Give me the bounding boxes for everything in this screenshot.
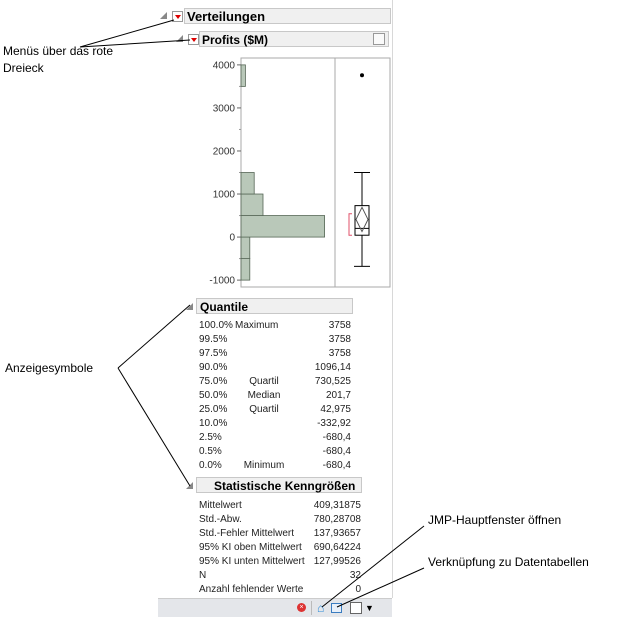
quantile-value: 3758 — [328, 334, 351, 345]
quantile-percent: 25.0% — [199, 404, 228, 415]
stat-label: 95% KI oben Mittelwert — [199, 542, 302, 553]
quantile-value: -680,4 — [322, 446, 351, 457]
stat-label: Std.-Fehler Mittelwert — [199, 528, 295, 539]
stats-header[interactable]: Statistische Kenngrößen — [196, 477, 362, 493]
histogram-bar — [240, 172, 255, 195]
annotation-home: JMP-Hauptfenster öffnen — [428, 513, 562, 527]
quantile-percent: 75.0% — [199, 376, 228, 387]
chevron-down-icon[interactable]: ▼ — [365, 603, 374, 613]
annotation-menus: Menüs über das rote — [3, 44, 114, 58]
divider — [311, 601, 312, 615]
quantile-value: 201,7 — [325, 390, 351, 401]
y-tick-label: -1000 — [209, 276, 235, 287]
stat-label: 95% KI unten Mittelwert — [199, 556, 305, 567]
home-icon[interactable]: ⌂ — [317, 601, 325, 615]
quantile-value: 730,525 — [314, 376, 351, 387]
quantile-percent: 10.0% — [199, 418, 228, 429]
y-tick-label: 4000 — [213, 60, 236, 71]
quantile-value: -332,92 — [317, 418, 351, 429]
annotation-display: Anzeigesymbole — [5, 361, 94, 375]
distribution-chart: 4000 3000 2000 1000 0 -1000 — [209, 57, 391, 288]
mean-diamond — [355, 206, 369, 233]
stat-label: Anzahl fehlender Werte — [199, 584, 304, 595]
quantile-value: 3758 — [328, 320, 351, 331]
stat-value: 690,64224 — [313, 542, 361, 553]
histogram-bar — [240, 215, 325, 238]
disclosure-icon[interactable] — [176, 35, 183, 42]
y-tick-label: 0 — [229, 233, 235, 244]
quantile-percent: 0.5% — [199, 446, 222, 457]
quantile-label: Maximum — [235, 320, 279, 331]
quantile-value: 1096,14 — [314, 362, 351, 373]
quantiles-header[interactable]: Quantile — [196, 298, 353, 314]
annotation-link: Verknüpfung zu Datentabellen — [428, 555, 589, 569]
data-table-icon[interactable] — [331, 603, 342, 613]
stat-value: 127,99526 — [313, 556, 361, 567]
disclosure-icon[interactable] — [186, 303, 193, 310]
stat-value: 32 — [349, 570, 361, 581]
quantile-percent: 97.5% — [199, 348, 228, 359]
quantile-percent: 100.0% — [199, 320, 233, 331]
variable-header[interactable]: Profits ($M) — [199, 31, 389, 47]
quantile-value: -680,4 — [322, 432, 351, 443]
quantile-value: -680,4 — [322, 460, 351, 471]
y-tick-label: 2000 — [213, 146, 236, 157]
histogram-frame — [240, 57, 336, 288]
stat-value: 0 — [355, 584, 361, 595]
quantile-percent: 50.0% — [199, 390, 228, 401]
stat-label: Mittelwert — [199, 500, 242, 511]
stat-value: 409,31875 — [313, 500, 361, 511]
quantile-value: 3758 — [328, 348, 351, 359]
histogram-bar — [240, 64, 246, 87]
quantile-value: 42,975 — [320, 404, 351, 415]
y-tick-label: 1000 — [213, 190, 236, 201]
shortest-half-bracket — [348, 213, 352, 236]
box — [354, 205, 370, 236]
y-tick-label: 3000 — [213, 103, 236, 114]
report-header[interactable]: Verteilungen — [184, 8, 391, 24]
stat-label: Std.-Abw. — [199, 514, 242, 525]
disclosure-icon[interactable] — [160, 12, 167, 19]
red-triangle-menu-icon[interactable] — [188, 34, 199, 45]
quantile-label: Quartil — [249, 404, 279, 415]
quantile-percent: 0.0% — [199, 460, 222, 471]
quantile-percent: 90.0% — [199, 362, 228, 373]
checkbox-icon[interactable] — [350, 602, 362, 614]
status-bar: × ⌂ ▼ — [158, 598, 392, 617]
quantile-percent: 99.5% — [199, 334, 228, 345]
quantile-percent: 2.5% — [199, 432, 222, 443]
pin-icon[interactable] — [373, 33, 385, 45]
quantile-label: Minimum — [243, 460, 285, 471]
red-triangle-menu-icon[interactable] — [172, 11, 183, 22]
stat-value: 780,28708 — [313, 514, 361, 525]
outlier-point — [360, 73, 364, 78]
stat-label: N — [199, 570, 207, 581]
stat-value: 137,93657 — [313, 528, 361, 539]
quantile-label: Median — [247, 390, 281, 401]
red-x-icon[interactable]: × — [297, 603, 306, 612]
annotation-menus-2: Dreieck — [3, 61, 44, 75]
quantile-label: Quartil — [249, 376, 279, 387]
